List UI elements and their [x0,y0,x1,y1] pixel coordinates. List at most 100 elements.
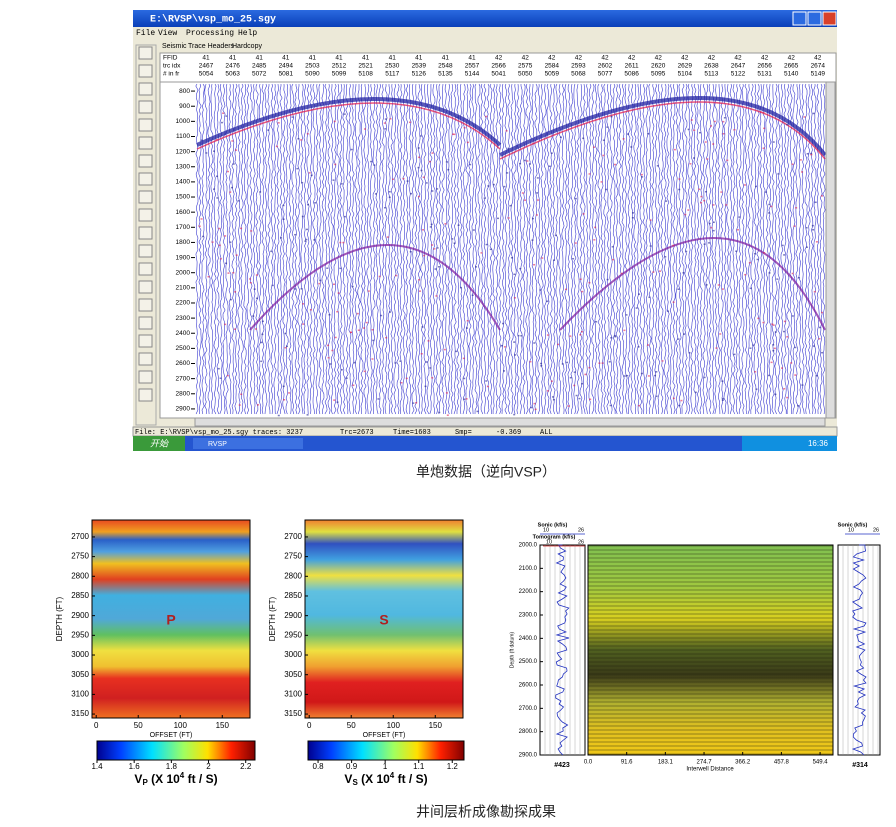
menu-item[interactable]: Help [238,29,257,38]
header-value: 2611 [625,63,639,70]
seismic-trace [702,83,706,415]
tool-button[interactable] [138,208,153,222]
seismic-trace [339,83,343,415]
noise [754,371,757,373]
noise [768,272,771,274]
maximize-button[interactable] [807,11,822,26]
seismic-trace [342,83,346,415]
seismic-trace [423,83,427,415]
noise [415,401,418,404]
log-header: Tomogram (kf/s) [533,534,576,540]
header-value: 42 [708,55,716,62]
noise [472,229,475,231]
noise [331,349,334,352]
tool-button[interactable] [138,154,153,168]
tool-button[interactable] [138,280,153,294]
scrollbar[interactable] [194,417,826,427]
seismic-trace [345,83,349,415]
tool-button[interactable] [138,352,153,366]
status-text: Smp= [455,429,472,437]
noise [400,381,403,384]
tool-button[interactable] [138,298,153,312]
minimize-button[interactable] [792,11,807,26]
tool-button[interactable] [138,82,153,96]
tool-button[interactable] [138,190,153,204]
noise [249,278,252,280]
noise [774,393,777,396]
noise [211,241,214,243]
seismic-trace [606,83,610,415]
menu-item[interactable]: File [136,29,155,38]
seismic-trace [801,83,805,415]
seismic-trace [723,83,727,415]
menu-item[interactable]: View [158,29,177,38]
noise [420,169,423,172]
noise [673,148,676,151]
header-value: 2575 [518,63,533,70]
tool-button[interactable] [138,226,153,240]
tool-button[interactable] [138,172,153,186]
noise [719,333,722,335]
tool-button[interactable] [138,118,153,132]
noise [412,402,415,404]
noise [748,261,751,264]
noise [422,229,425,231]
noise [417,147,420,149]
tool-button[interactable] [138,388,153,402]
noise [649,219,652,221]
y-tick-label: 2750 [71,552,89,561]
tool-button[interactable] [138,370,153,384]
seismic-trace [333,83,337,415]
noise [282,385,285,388]
noise [708,242,711,244]
tool-button[interactable] [138,316,153,330]
noise [818,326,821,329]
noise [647,132,650,135]
tool-button[interactable] [138,136,153,150]
noise [631,217,634,219]
task-button[interactable] [193,438,303,449]
tool-button[interactable] [138,100,153,114]
tool-button[interactable] [138,64,153,78]
noise [694,391,697,394]
tool-button[interactable] [138,334,153,348]
start-button[interactable] [133,436,185,451]
noise [735,250,738,252]
noise [620,272,623,275]
noise [357,329,360,332]
noise [771,323,774,325]
noise [791,163,794,165]
noise [627,133,630,135]
seismic-trace [675,83,679,415]
event [249,244,501,331]
tool-button[interactable] [138,46,153,60]
noise [703,199,706,202]
y-tick-label: 2900.0 [519,753,538,759]
tool-button[interactable] [138,262,153,276]
seismic-trace [513,83,517,415]
noise [569,376,572,379]
seismic-trace [789,83,793,415]
noise [738,216,741,218]
y-tick-label: 2300.0 [519,613,538,619]
close-button[interactable] [822,11,837,26]
seismic-trace [474,83,478,415]
noise [631,212,634,214]
header-value: 2593 [571,63,586,70]
noise [523,159,526,162]
seismic-trace [267,84,271,415]
menu-item[interactable]: Processing [186,29,234,38]
noise [425,182,428,184]
noise [726,159,729,162]
noise [220,121,223,124]
noise [386,236,389,238]
noise [557,343,560,346]
noise [666,310,669,312]
tab[interactable]: Trace Headers [188,43,235,50]
noise [394,362,397,364]
scrollbar[interactable] [825,81,836,419]
tab[interactable]: Hardcopy [232,43,262,50]
noise [259,191,262,193]
tool-button[interactable] [138,244,153,258]
tab[interactable]: Seismic [162,43,187,50]
